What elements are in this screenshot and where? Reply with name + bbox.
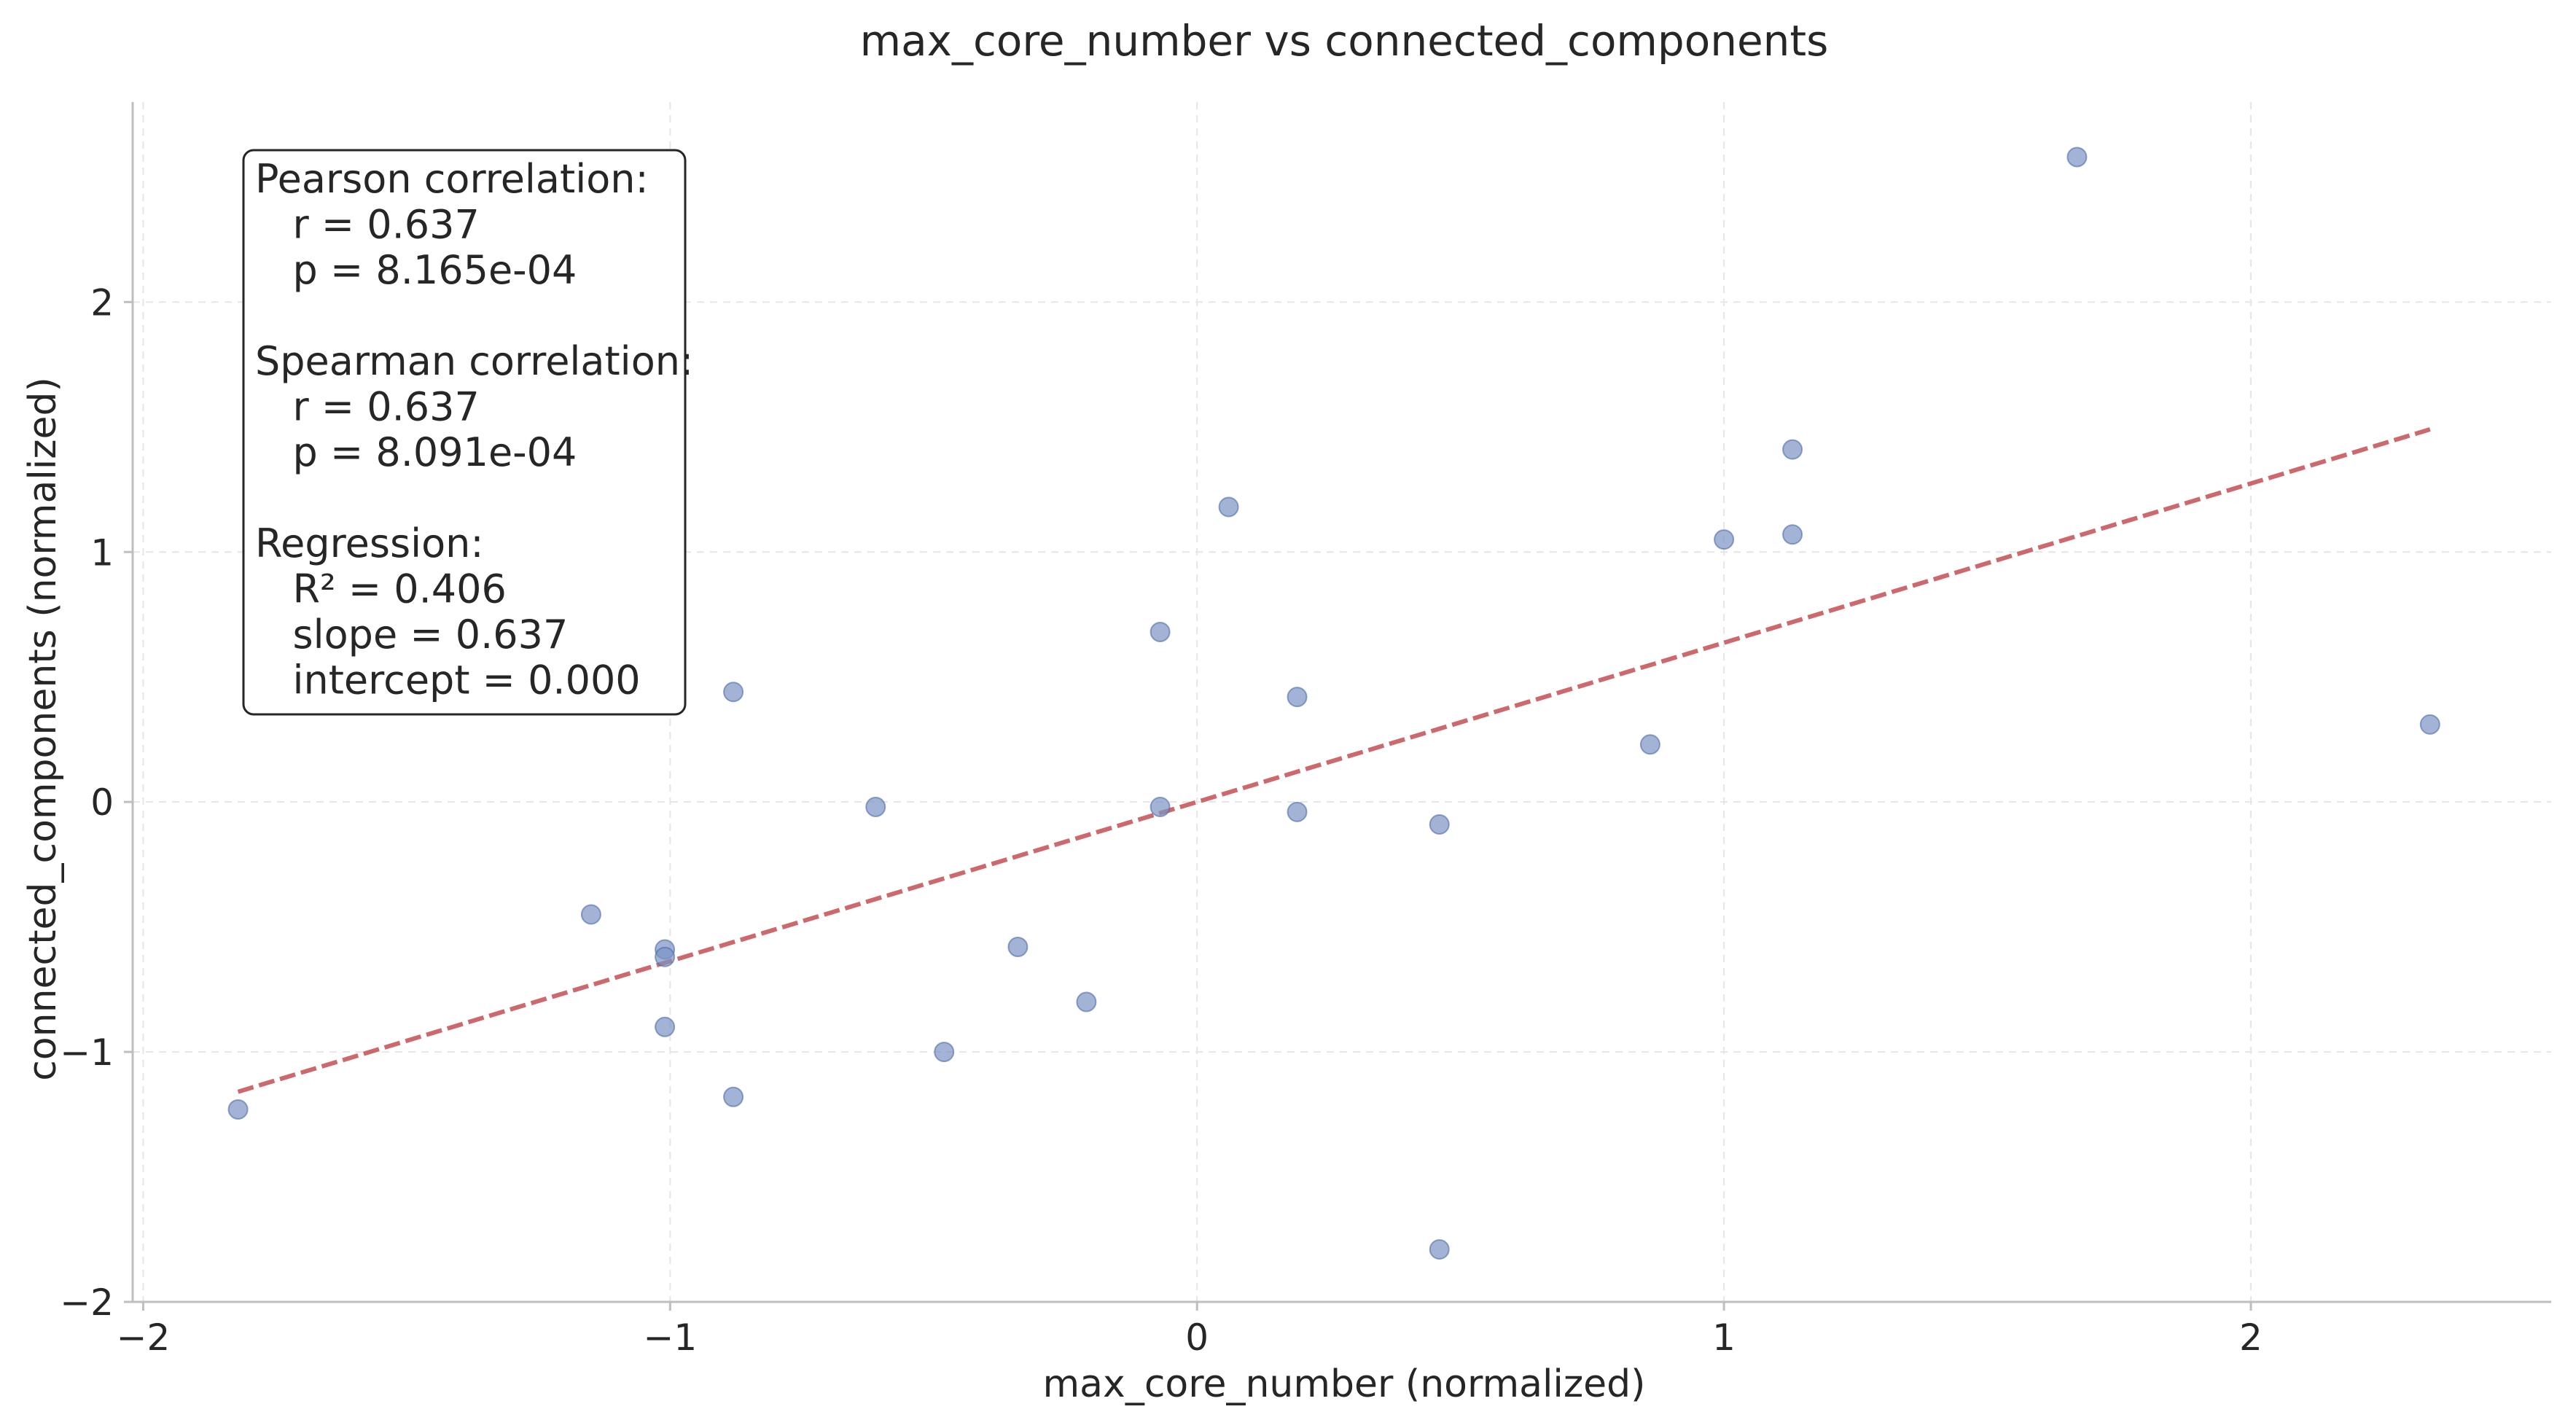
x-tick-label: 2 (2239, 1316, 2263, 1359)
data-point (1287, 801, 1308, 822)
data-point (580, 904, 601, 925)
stats-box-frame (242, 149, 687, 716)
data-point (1714, 529, 1735, 550)
x-tick-label: 0 (1185, 1316, 1209, 1359)
axis-ticks: −2 −1 0 1 2 −2 −1 0 1 2 (60, 281, 2263, 1359)
stats-text-line: Pearson correlation: (255, 156, 649, 202)
data-point (934, 1042, 955, 1063)
data-point (1150, 621, 1171, 642)
stats-text-line: R² = 0.406 (255, 566, 507, 612)
y-tick-label: −2 (60, 1281, 114, 1324)
data-point (1429, 1238, 1450, 1260)
data-point (1639, 734, 1660, 755)
data-point (2419, 714, 2440, 735)
stats-text-line: p = 8.091e-04 (255, 429, 577, 475)
chart-title: max_core_number vs connected_components (860, 16, 1829, 66)
y-axis-label: connected_components (normalized) (21, 377, 65, 1081)
data-points (227, 147, 2440, 1260)
regression-line (237, 427, 2431, 1094)
data-point (1782, 439, 1803, 460)
data-point (1429, 814, 1450, 835)
data-point (1150, 797, 1171, 818)
data-point (655, 946, 676, 967)
data-point (1287, 687, 1308, 708)
data-point (1782, 524, 1803, 545)
data-point (1218, 496, 1239, 518)
stats-text-line: r = 0.637 (255, 202, 480, 248)
x-axis-label: max_core_number (normalized) (1043, 1362, 1646, 1406)
data-point (723, 682, 744, 703)
stats-text-line: Regression: (255, 520, 484, 566)
y-tick-label: 0 (90, 781, 114, 824)
stats-text-line: r = 0.637 (255, 384, 480, 430)
data-point (655, 1016, 676, 1037)
y-tick-label: −1 (60, 1031, 114, 1074)
data-point (865, 797, 886, 818)
stats-text-line: slope = 0.637 (255, 612, 568, 658)
y-tick-label: 1 (90, 531, 114, 574)
x-tick-label: −1 (643, 1316, 697, 1359)
stats-text-line: Spearman correlation: (255, 338, 693, 384)
data-point (2066, 147, 2088, 168)
regression-line-group (237, 427, 2431, 1094)
stats-box: Pearson correlation: r = 0.637 p = 8.165… (242, 149, 693, 716)
data-point (227, 1099, 249, 1120)
stats-text-line: intercept = 0.000 (255, 658, 641, 703)
x-tick-label: 1 (1712, 1316, 1736, 1359)
data-point (1007, 937, 1029, 958)
data-point (723, 1086, 744, 1107)
stats-text-line: p = 8.165e-04 (255, 247, 577, 293)
x-tick-label: −2 (117, 1316, 171, 1359)
y-tick-label: 2 (90, 281, 114, 324)
data-point (1076, 991, 1097, 1013)
